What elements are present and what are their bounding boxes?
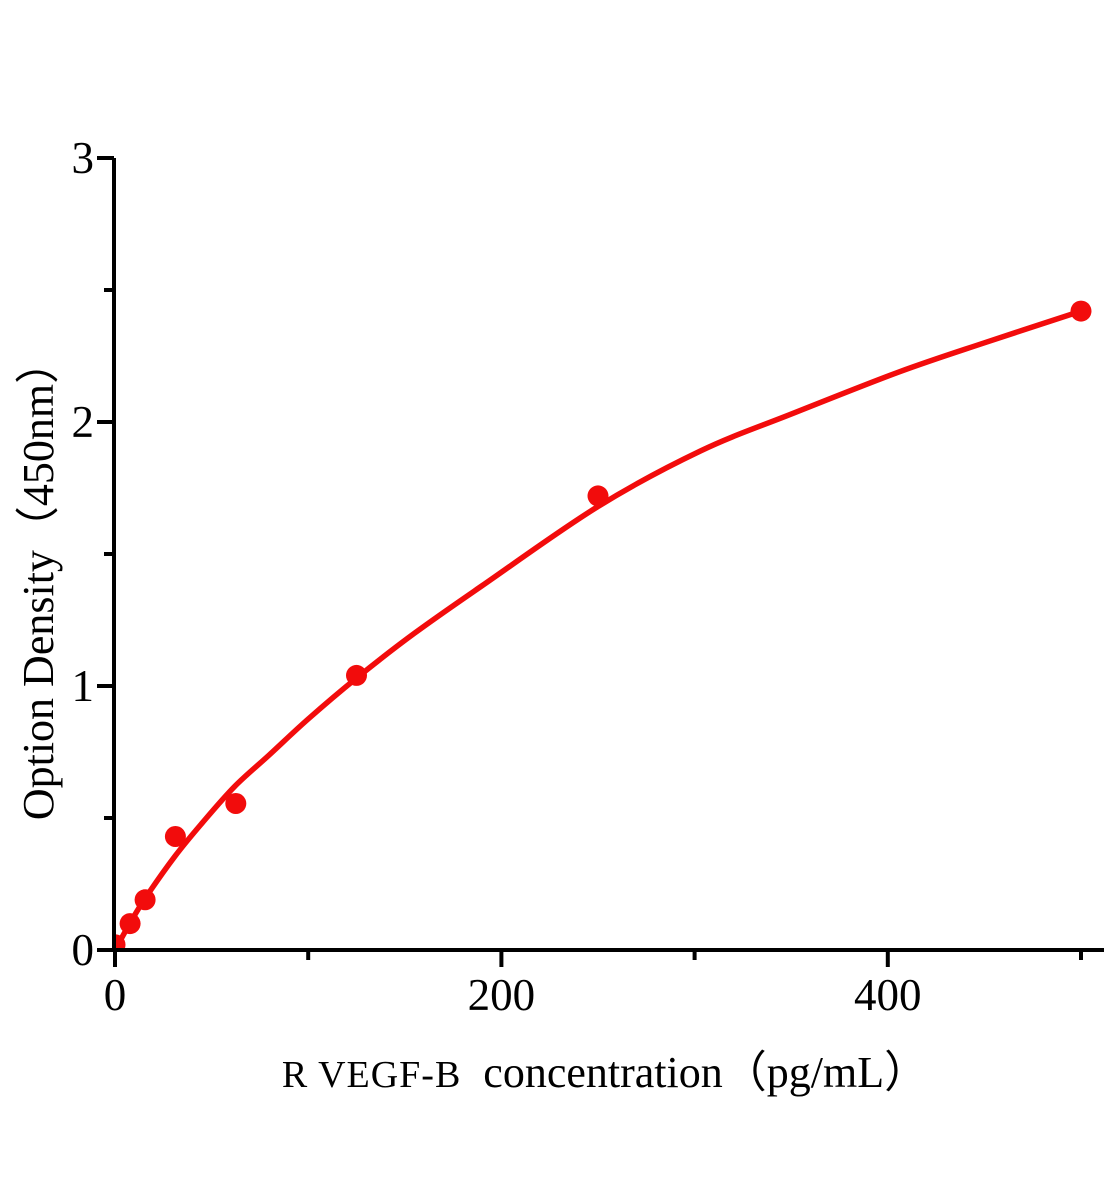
x-tick-label: 400 [854,970,922,1020]
data-point [114,934,126,950]
tick-labels: 0 1 2 3 0 200 400 [72,133,922,1020]
y-tick-label: 1 [72,661,95,711]
y-tick-label: 2 [72,397,95,447]
y-axis-title: Option Density（450nm） [14,339,63,821]
x-tick-label: 0 [104,970,127,1020]
data-layer [114,300,1092,950]
y-tick-label: 0 [72,925,95,975]
axes-layer [97,156,1104,967]
data-point [119,913,141,935]
x-tick-label: 200 [468,970,536,1020]
fitted-curve-path [114,308,1082,950]
data-point [225,793,247,814]
x-axis-title: R VEGF-B concentration（pg/mL） [282,1036,928,1100]
data-point [134,889,156,911]
data-point [164,826,186,847]
x-axis-title-main: concentration（pg/mL） [483,1048,929,1097]
x-axis-title-prefix: R VEGF-B [281,1054,462,1096]
data-point [346,664,367,686]
data-point [1070,300,1092,322]
y-tick-label: 3 [72,133,95,183]
data-point [587,485,609,507]
